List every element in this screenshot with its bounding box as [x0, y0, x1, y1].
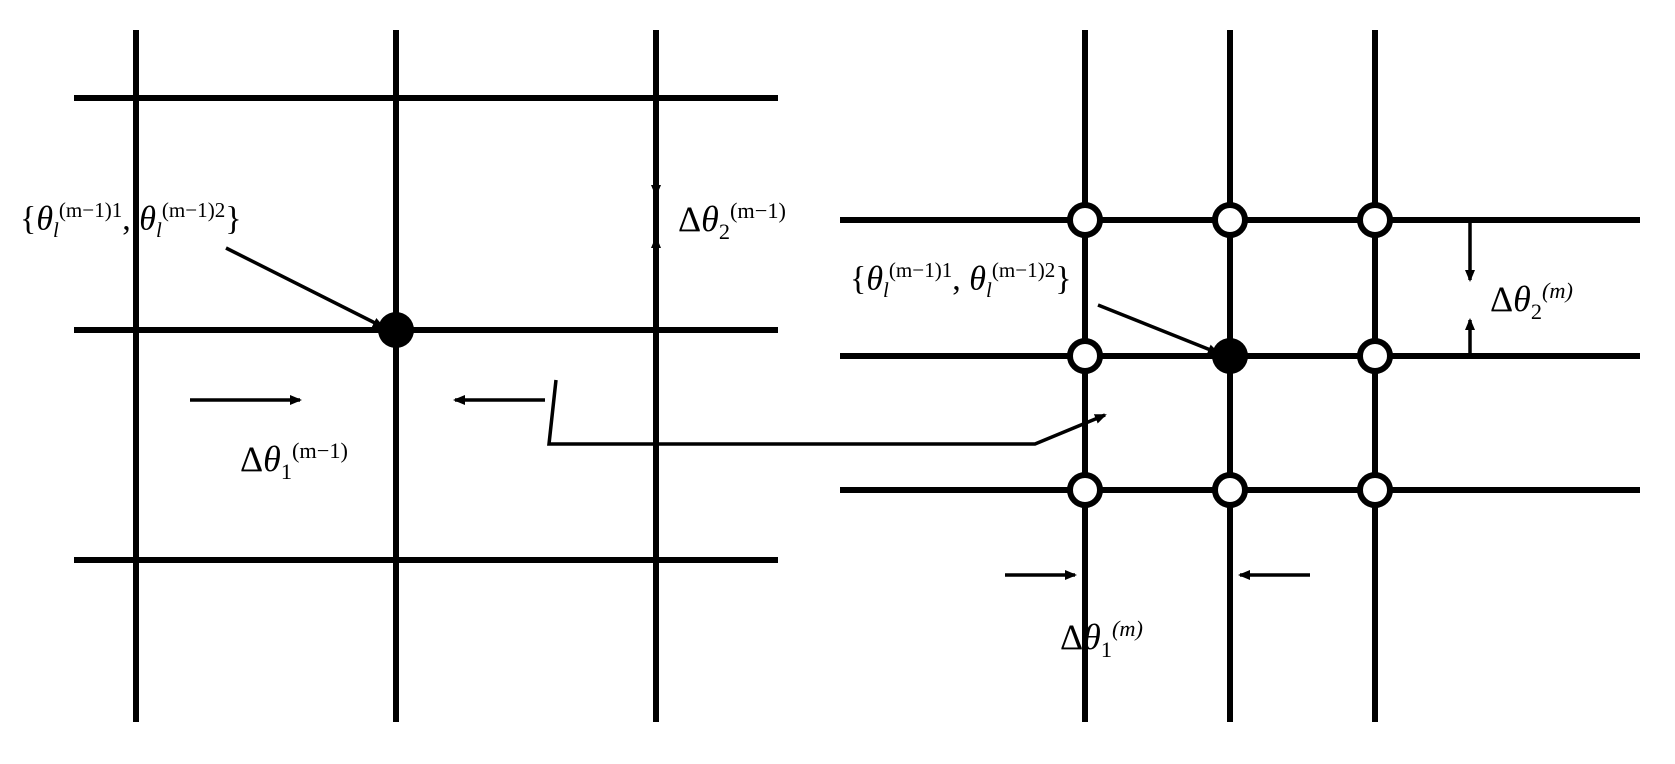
leftNodeLabel: {θl(m−1)1, θl(m−1)2} — [20, 200, 420, 280]
leftNodeLabel-part: , — [122, 200, 139, 237]
rightDeltaTheta2: Δθ2(m) — [1490, 280, 1675, 360]
leftDeltaTheta1-part: Δ — [240, 440, 263, 479]
leftNodeLabel-part: } — [225, 200, 241, 237]
leftDeltaTheta1-part: (m−1) — [292, 440, 348, 463]
leftDeltaTheta2-part: 2 — [719, 219, 730, 244]
rightDeltaTheta2-part: 2 — [1531, 299, 1542, 324]
leftNodeLabel-part: (m−1)1 — [59, 200, 122, 222]
leftDeltaTheta2-part: θ — [701, 200, 719, 239]
right-open-node-1-2 — [1215, 475, 1245, 505]
rightDeltaTheta1-part: θ — [1083, 618, 1101, 657]
right-open-node-2-1 — [1360, 341, 1390, 371]
right-open-node-0-2 — [1070, 475, 1100, 505]
leftDeltaTheta2: Δθ2(m−1) — [678, 200, 1078, 280]
leftNodeLabel-part: { — [20, 200, 36, 237]
right-open-node-0-1 — [1070, 341, 1100, 371]
left-center-node — [378, 312, 414, 348]
rightDeltaTheta1-part: 1 — [1101, 637, 1112, 662]
rightDeltaTheta2-part: (m) — [1542, 280, 1573, 303]
rightDeltaTheta2-part: θ — [1513, 280, 1531, 319]
leftDeltaTheta1-part: θ — [263, 440, 281, 479]
right-open-node-2-2 — [1360, 475, 1390, 505]
rightDeltaTheta2-part: Δ — [1490, 280, 1513, 319]
leftNodeLabel-part: θ — [139, 200, 156, 237]
leftDeltaTheta2-part: (m−1) — [730, 200, 786, 223]
leftDeltaTheta2-part: Δ — [678, 200, 701, 239]
leftNodeLabel-part: (m−1)2 — [162, 200, 225, 222]
diagram-root: {θl(m−1)1, θl(m−1)2}{θl(m−1)1, θl(m−1)2}… — [0, 0, 1675, 764]
leftDeltaTheta1-part: 1 — [281, 459, 292, 484]
rightDeltaTheta1-part: Δ — [1060, 618, 1083, 657]
leftNodeLabel-part: θ — [36, 200, 53, 237]
right-center-node — [1212, 338, 1248, 374]
leftDeltaTheta1: Δθ1(m−1) — [240, 440, 640, 520]
right-open-node-2-0 — [1360, 205, 1390, 235]
right-open-node-1-0 — [1215, 205, 1245, 235]
rightDeltaTheta1-part: (m) — [1112, 618, 1143, 641]
rightDeltaTheta1: Δθ1(m) — [1060, 618, 1460, 698]
